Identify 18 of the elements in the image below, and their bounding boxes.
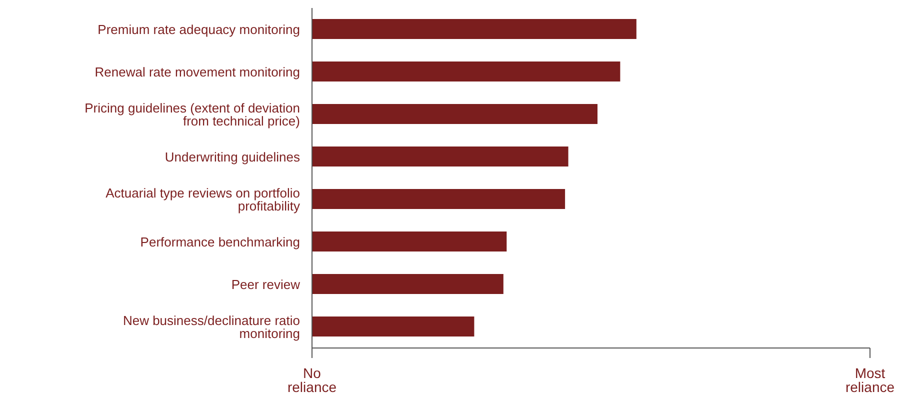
- bar: [312, 232, 507, 252]
- y-tick-label: Performance benchmarking: [140, 234, 300, 250]
- y-tick-label: Peer review: [231, 276, 301, 292]
- y-tick-label: New business/declinature ratio monitoring: [122, 312, 300, 341]
- text: No reliance: [287, 364, 337, 395]
- bar: [312, 316, 474, 337]
- y-tick-label: Renewal rate movement monitoring: [94, 64, 300, 80]
- bar: [312, 146, 568, 167]
- y-tick-label: Pricing guidelines (extent of deviation from technical price): [84, 100, 300, 128]
- bar: [312, 274, 504, 294]
- y-tick-label: Actuarial type reviews on portfolio profitability: [106, 185, 300, 214]
- bar: [312, 19, 636, 40]
- y-tick-label: Premium rate adequacy monitoring: [98, 22, 300, 37]
- bar: [312, 104, 598, 124]
- y-tick-label: Underwriting guidelines: [164, 149, 300, 164]
- bar: [312, 62, 620, 82]
- text: Most reliance: [845, 364, 895, 395]
- bar: [312, 189, 566, 210]
